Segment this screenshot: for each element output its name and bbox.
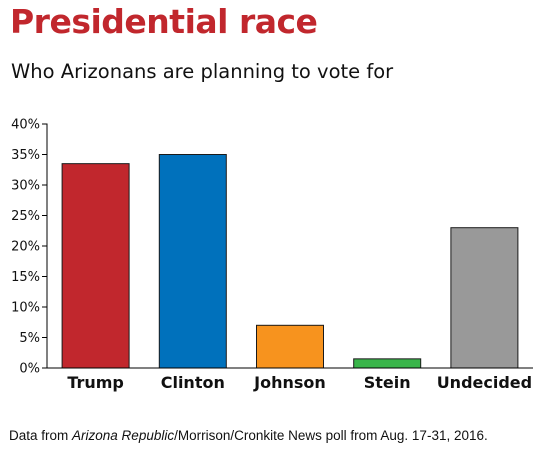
chart-subtitle: Who Arizonans are planning to vote for	[11, 60, 394, 83]
source-note-prefix: Data from	[9, 428, 73, 443]
y-tick-label: 10%	[11, 301, 40, 316]
y-tick-label: 30%	[11, 179, 40, 194]
chart-title: Presidential race	[10, 2, 318, 41]
bar-undecided	[450, 227, 519, 369]
source-note: Data from Arizona Republic/Morrison/Cron…	[9, 428, 488, 443]
bar-johnson	[256, 324, 324, 369]
x-tick-label-trump: Trump	[67, 373, 124, 392]
y-tick-label: 15%	[11, 270, 40, 285]
source-note-publication: Arizona Republic	[72, 428, 175, 443]
y-tick-label: 35%	[11, 148, 40, 163]
bars	[61, 154, 519, 369]
x-tick-label-stein: Stein	[364, 373, 411, 392]
bar-trump	[61, 163, 130, 369]
y-tick-label: 40%	[11, 118, 40, 133]
y-tick-label: 5%	[19, 331, 40, 346]
bar-stein	[353, 358, 422, 369]
x-tick-label-undecided: Undecided	[437, 373, 532, 392]
x-tick-label-clinton: Clinton	[161, 373, 225, 392]
x-tick-label-johnson: Johnson	[253, 373, 326, 392]
y-tick-label: 0%	[19, 362, 40, 377]
bar-clinton	[158, 154, 227, 369]
bar-chart: 0% 5% 10% 15% 20% 25% 30% 35% 40% Trump Clinton Jo…	[11, 118, 533, 392]
source-note-suffix: /Morrison/Cronkite News poll from Aug. 1…	[174, 428, 488, 443]
y-tick-label: 20%	[11, 240, 40, 255]
x-axis-labels: Trump Clinton Johnson Stein Undecided	[67, 373, 532, 392]
y-tick-label: 25%	[11, 209, 40, 224]
y-axis-ticks: 0% 5% 10% 15% 20% 25% 30% 35% 40%	[11, 118, 47, 377]
